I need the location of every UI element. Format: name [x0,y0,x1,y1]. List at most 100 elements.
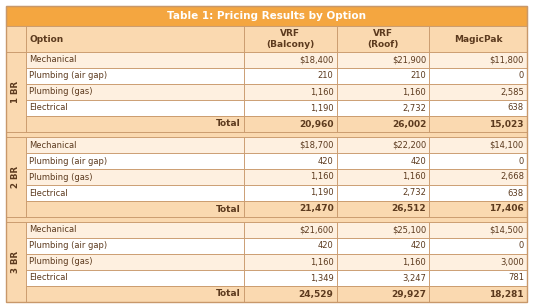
Text: MagicPak: MagicPak [454,34,503,44]
Bar [337,201,429,217]
Bar [337,254,429,270]
Bar [429,137,527,153]
Bar [6,132,527,137]
Text: Plumbing (gas): Plumbing (gas) [29,87,93,96]
Text: $25,100: $25,100 [392,226,426,235]
Bar [337,185,429,201]
Text: Table 1: Pricing Results by Option: Table 1: Pricing Results by Option [167,11,366,21]
Text: 210: 210 [410,72,426,80]
Bar [429,222,527,238]
Bar [244,270,337,286]
Text: 638: 638 [508,188,524,197]
Bar [429,116,527,132]
Bar [244,116,337,132]
Bar [26,84,244,100]
Bar [26,254,244,270]
Text: $18,700: $18,700 [299,141,334,150]
Bar [337,153,429,169]
Bar [26,222,244,238]
Text: 2,732: 2,732 [402,188,426,197]
Bar [26,201,244,217]
Bar [337,137,429,153]
Bar [429,238,527,254]
Text: 20,960: 20,960 [299,119,334,129]
Text: Plumbing (gas): Plumbing (gas) [29,258,93,266]
Bar [429,270,527,286]
Text: $18,400: $18,400 [299,56,334,64]
Bar [6,6,527,26]
Bar [244,100,337,116]
Text: 29,927: 29,927 [391,290,426,298]
Text: 1,160: 1,160 [402,173,426,181]
Bar [26,137,244,153]
Bar [26,116,244,132]
Bar [429,201,527,217]
Text: 1,160: 1,160 [402,87,426,96]
Text: 0: 0 [519,242,524,251]
Text: 1,190: 1,190 [310,188,334,197]
Bar [244,222,337,238]
Bar [6,222,26,302]
Bar [244,84,337,100]
Bar [337,286,429,302]
Bar [26,286,244,302]
Bar [6,217,527,222]
Bar [429,185,527,201]
Bar [429,254,527,270]
Bar [429,100,527,116]
Bar [26,238,244,254]
Text: 3,000: 3,000 [500,258,524,266]
Bar [429,153,527,169]
Bar [337,100,429,116]
Bar [6,52,26,132]
Text: Electrical: Electrical [29,188,68,197]
Text: Total: Total [216,204,241,213]
Bar [6,26,26,52]
Bar [429,84,527,100]
Bar [26,52,244,68]
Text: Mechanical: Mechanical [29,56,77,64]
Bar [429,68,527,84]
Text: 26,002: 26,002 [392,119,426,129]
Text: 3,247: 3,247 [402,274,426,282]
Text: 18,281: 18,281 [489,290,524,298]
Text: 2,732: 2,732 [402,103,426,112]
Bar [244,201,337,217]
Text: VRF
(Roof): VRF (Roof) [367,29,399,49]
Text: 1,349: 1,349 [310,274,334,282]
Bar [26,68,244,84]
Bar [244,185,337,201]
Text: $21,900: $21,900 [392,56,426,64]
Text: 17,406: 17,406 [489,204,524,213]
Text: Total: Total [216,290,241,298]
Text: 420: 420 [410,157,426,165]
Bar [429,26,527,52]
Text: Option: Option [29,34,63,44]
Text: 420: 420 [410,242,426,251]
Text: 0: 0 [519,157,524,165]
Bar [244,254,337,270]
Bar [337,26,429,52]
Text: 420: 420 [318,242,334,251]
Bar [6,137,26,217]
Bar [337,270,429,286]
Bar [337,222,429,238]
Text: $22,200: $22,200 [392,141,426,150]
Bar [244,52,337,68]
Text: 0: 0 [519,72,524,80]
Text: Mechanical: Mechanical [29,226,77,235]
Bar [26,26,244,52]
Bar [26,185,244,201]
Text: 638: 638 [508,103,524,112]
Bar [26,270,244,286]
Text: $11,800: $11,800 [490,56,524,64]
Text: Mechanical: Mechanical [29,141,77,150]
Bar [429,286,527,302]
Bar [337,238,429,254]
Bar [429,169,527,185]
Text: Plumbing (air gap): Plumbing (air gap) [29,242,107,251]
Text: 210: 210 [318,72,334,80]
Text: 1,190: 1,190 [310,103,334,112]
Bar [26,100,244,116]
Bar [244,68,337,84]
